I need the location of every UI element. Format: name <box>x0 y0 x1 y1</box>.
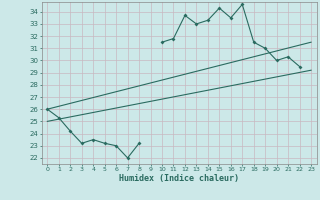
X-axis label: Humidex (Indice chaleur): Humidex (Indice chaleur) <box>119 174 239 183</box>
